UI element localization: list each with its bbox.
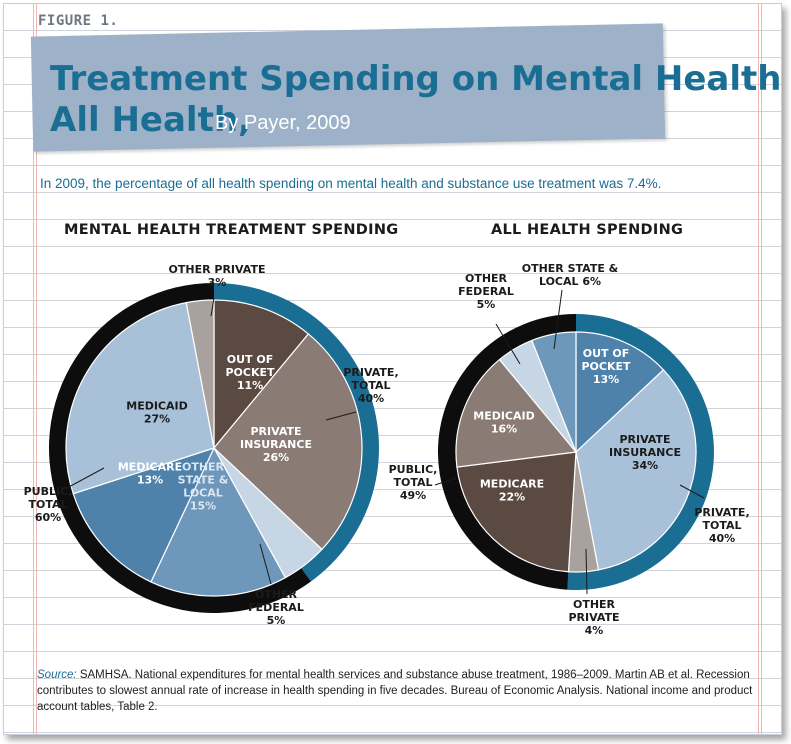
title-subtitle: By Payer, 2009 xyxy=(215,112,351,134)
chart1-ext-label-other-private: OTHER PRIVATE 3% xyxy=(169,263,266,289)
source-note: Source: SAMHSA. National expenditures fo… xyxy=(37,667,759,715)
figure-frame: FIGURE 1. Treatment Spending on Mental H… xyxy=(3,3,782,735)
chart1-leader-other-federal xyxy=(259,543,272,585)
chart2-ext-label-other-state-local: OTHER STATE & LOCAL 6% xyxy=(522,262,619,288)
chart2-leader-other-state-local xyxy=(553,289,563,350)
source-label: Source: xyxy=(37,669,77,681)
chart1-slice-medicaid xyxy=(65,301,215,495)
chart1-slice-private-insurance xyxy=(213,333,363,551)
chart2-label-medicaid: MEDICAID 16% xyxy=(473,410,535,436)
chart2-leader-public-total xyxy=(434,477,457,486)
margin-line-right-inner xyxy=(761,4,762,734)
chart2-ext-label-private-total: PRIVATE, TOTAL 40% xyxy=(694,506,749,545)
chart2-ext-label-other-private: OTHER PRIVATE 4% xyxy=(568,598,619,637)
chart1-label-medicaid: MEDICAID 27% xyxy=(126,400,188,426)
chart1-ext-label-other-federal: OTHER FEDERAL 5% xyxy=(248,588,304,627)
chart2-label-medicare: MEDICARE 22% xyxy=(480,478,544,504)
chart1-label-out-of-pocket: OUT OF POCKET 11% xyxy=(225,353,275,392)
chart2-slice-out-of-pocket xyxy=(575,331,665,454)
chart2-label-private-insurance: PRIVATE INSURANCE 34% xyxy=(609,433,681,472)
margin-line-right xyxy=(758,4,759,734)
chart1-label-medicare: MEDICARE 13% xyxy=(118,461,182,487)
chart2-slice-medicaid xyxy=(455,358,578,468)
chart2-slice-medicare xyxy=(456,451,577,573)
source-text: SAMHSA. National expenditures for mental… xyxy=(37,669,753,713)
chart2-ext-label-public-total: PUBLIC, TOTAL 49% xyxy=(389,463,438,502)
chart1-slice-out-of-pocket xyxy=(213,299,310,450)
chart2-label-out-of-pocket: OUT OF POCKET 13% xyxy=(581,347,631,386)
chart2-leader-other-federal xyxy=(495,323,521,365)
chart-title-all-health: ALL HEALTH SPENDING xyxy=(491,222,684,238)
chart2-leader-other-private xyxy=(585,548,588,595)
chart1-leader-public-total xyxy=(66,467,105,489)
chart2-leader-private-total xyxy=(679,484,705,499)
chart1-leader-other-private xyxy=(210,297,215,317)
chart1-ext-label-public-total: PUBLIC, TOTAL 60% xyxy=(24,485,73,524)
title-line-2: All Health, xyxy=(50,100,251,140)
summary-text: In 2009, the percentage of all health sp… xyxy=(40,176,662,191)
margin-line-left-inner xyxy=(36,4,37,734)
pie-charts: OUT OF POCKET 11% PRIVATE INSURANCE 26% OTHER S… xyxy=(24,262,750,637)
chart-title-mental-health: MENTAL HEALTH TREATMENT SPENDING xyxy=(64,222,399,238)
chart1-label-other-state-local: OTHER STATE & LOCAL 15% xyxy=(178,461,229,513)
chart2-slice-other-state-local xyxy=(531,331,577,453)
chart1-slice-other-state-local xyxy=(150,446,287,597)
chart2-ext-label-other-federal: OTHER FEDERAL 5% xyxy=(458,272,514,311)
chart1-leader-private-total xyxy=(325,411,357,421)
chart1-slice-medicare xyxy=(72,447,216,583)
margin-line-left xyxy=(33,4,34,734)
figure-label: FIGURE 1. xyxy=(38,13,119,29)
chart1-label-private-insurance: PRIVATE INSURANCE 26% xyxy=(240,425,312,464)
chart1-ext-label-private-total: PRIVATE, TOTAL 40% xyxy=(343,366,398,405)
title-line-1: Treatment Spending on Mental Health and xyxy=(50,59,782,99)
chart2-slice-private-insurance xyxy=(575,369,697,571)
